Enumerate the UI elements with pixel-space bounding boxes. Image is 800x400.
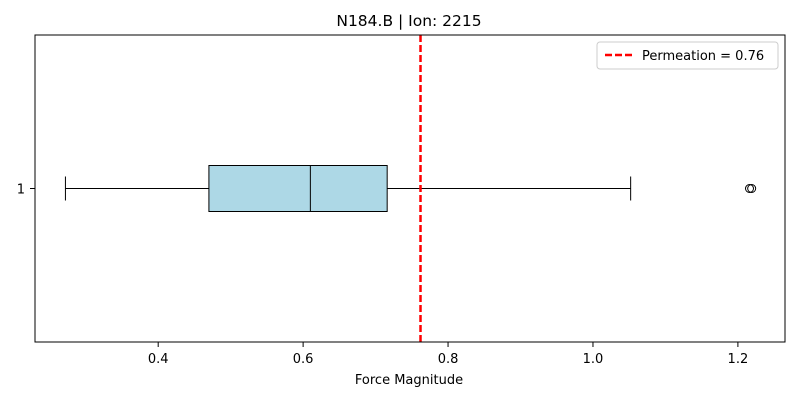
y-tick-label: 1 <box>17 183 25 198</box>
x-tick-label: 1.0 <box>583 352 604 367</box>
outlier-point-1 <box>747 184 757 193</box>
outlier-point-0 <box>744 184 754 193</box>
x-tick-label: 0.8 <box>438 352 459 367</box>
x-axis-label: Force Magnitude <box>355 373 463 388</box>
x-axis: 0.4 0.6 0.8 1.0 1.2 <box>148 342 748 367</box>
x-tick-label: 1.2 <box>728 352 749 367</box>
legend-entry-permeation: Permeation = 0.76 <box>642 49 764 64</box>
chart-title: N184.B | Ion: 2215 <box>336 12 481 30</box>
x-tick-label: 0.6 <box>293 352 314 367</box>
iqr-box <box>208 165 388 212</box>
legend-box <box>596 41 779 70</box>
plot-marks <box>64 35 757 342</box>
y-axis: 1 <box>17 183 35 198</box>
legend: Permeation = 0.76 <box>596 41 779 70</box>
x-tick-label: 0.4 <box>148 352 169 367</box>
